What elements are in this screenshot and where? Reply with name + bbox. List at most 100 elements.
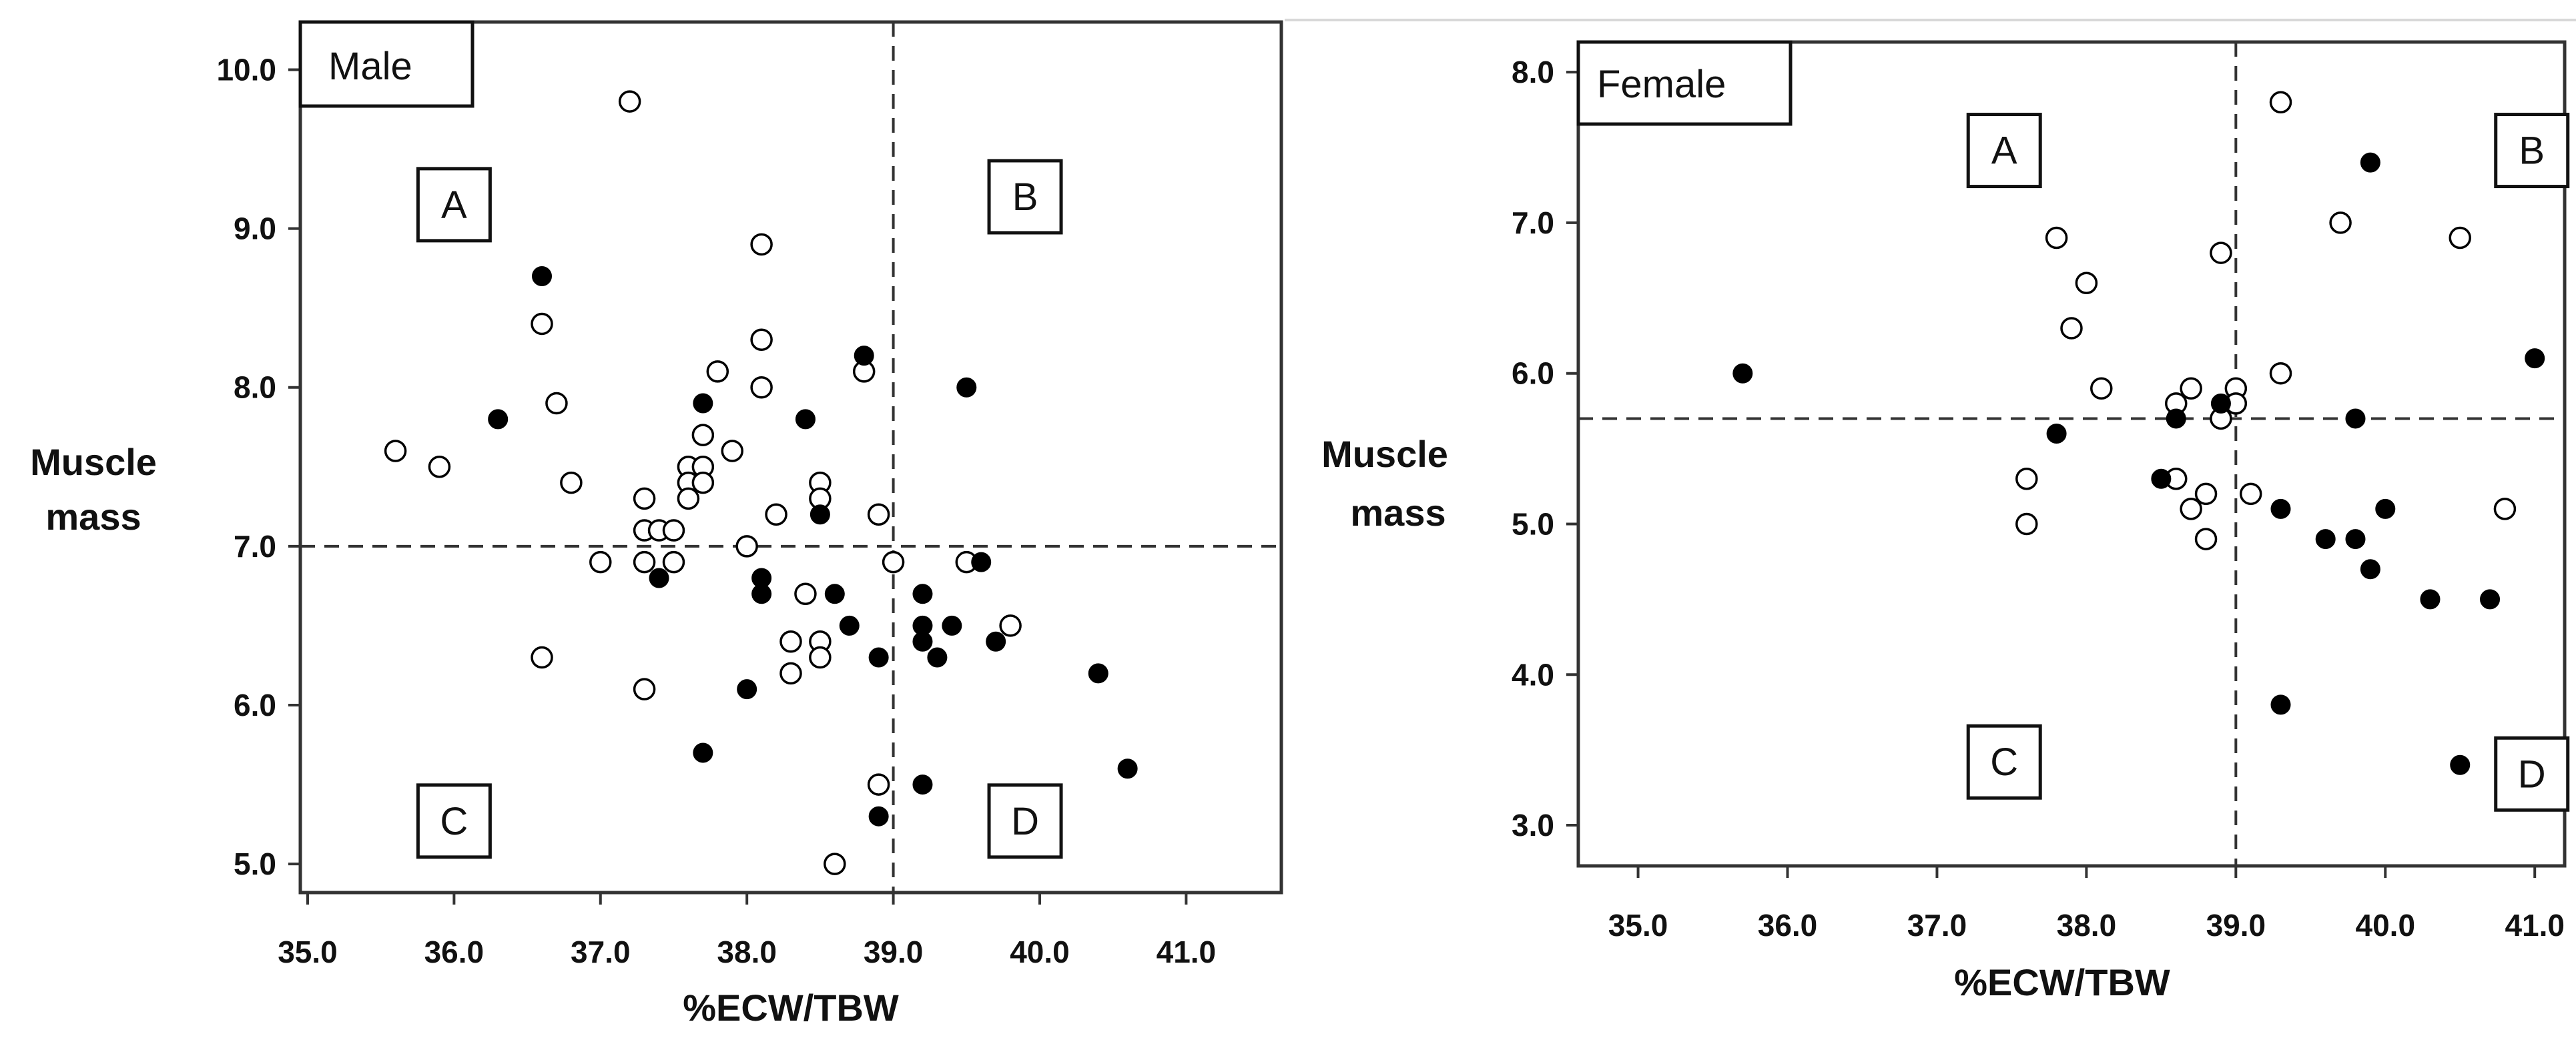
filled-point	[971, 552, 992, 572]
open-point	[2329, 211, 2352, 234]
open-point	[545, 392, 568, 415]
y-axis-label-line-1: Muscle	[30, 441, 157, 483]
data-points	[1732, 91, 2545, 775]
quadrant-label-box	[2494, 113, 2570, 189]
x-tick-label: 35.0	[1608, 908, 1668, 943]
filled-point	[2270, 694, 2291, 715]
quadrant-label-box	[987, 159, 1063, 235]
open-point	[750, 233, 773, 256]
y-tick-label: 6.0	[234, 688, 276, 722]
quadrant-label-box	[2494, 736, 2570, 812]
open-point	[779, 662, 802, 685]
x-tick-label: 38.0	[2057, 908, 2117, 943]
quadrant-label: D	[2518, 752, 2546, 796]
filled-point	[854, 346, 874, 366]
y-tick-label: 7.0	[234, 529, 276, 564]
x-tick-label: 37.0	[571, 935, 631, 969]
panel-label-box: Male	[298, 20, 474, 108]
x-tick-label: 35.0	[278, 935, 338, 969]
open-point	[735, 535, 758, 558]
y-tick-label: 8.0	[234, 370, 276, 405]
x-tick-label: 39.0	[864, 935, 924, 969]
quadrant-label: B	[2519, 129, 2545, 173]
open-point	[618, 90, 641, 113]
x-tick-label: 40.0	[2356, 908, 2416, 943]
open-point	[2180, 377, 2202, 400]
open-point	[531, 312, 553, 336]
x-tick-label: 41.0	[1157, 935, 1217, 969]
filled-point	[868, 647, 889, 668]
open-point	[428, 456, 451, 478]
open-point	[721, 440, 743, 462]
filled-point	[868, 806, 889, 827]
filled-point	[2450, 754, 2471, 775]
quadrant-label: C	[1990, 740, 2018, 784]
open-point	[750, 376, 773, 399]
reference-lines	[300, 22, 1281, 893]
filled-point	[2210, 393, 2231, 414]
open-point	[2090, 377, 2113, 400]
x-tick-label: 39.0	[2206, 908, 2266, 943]
filled-point	[488, 409, 509, 430]
filled-point	[795, 409, 816, 430]
filled-point	[942, 615, 962, 636]
x-axis-label: %ECW/TBW	[1954, 961, 2170, 1003]
open-point	[2180, 498, 2202, 520]
plot-frame	[1576, 40, 2567, 868]
filled-point	[693, 393, 713, 414]
panel-label: Male	[328, 45, 412, 88]
open-point	[999, 614, 1022, 637]
filled-point	[2166, 408, 2186, 429]
open-point	[750, 328, 773, 352]
open-point	[706, 360, 729, 383]
filled-point	[2315, 529, 2336, 550]
filled-point	[532, 266, 553, 287]
open-point	[779, 630, 802, 653]
axis-ticks: 35.0 36.0 37.0 38.0 39.0 40.0 41.0 3.0 4.0 5.0 6.0…	[1512, 55, 2565, 943]
data-points	[384, 90, 1138, 875]
open-point	[531, 646, 553, 669]
open-point	[662, 519, 685, 542]
filled-point	[839, 615, 860, 636]
y-tick-label: 8.0	[1512, 55, 1554, 89]
open-point	[633, 487, 656, 510]
quadrant-label-box	[416, 167, 492, 243]
open-point	[691, 471, 715, 494]
open-point	[2449, 226, 2471, 249]
filled-point	[2525, 348, 2545, 369]
quadrant-label: D	[1011, 800, 1039, 843]
y-tick-label: 5.0	[1512, 506, 1554, 541]
filled-point	[810, 504, 830, 525]
open-point	[2269, 91, 2292, 114]
open-point	[691, 424, 715, 446]
open-point	[560, 471, 583, 494]
open-point	[809, 646, 832, 669]
quadrant-labels: A B C D	[1966, 113, 2570, 812]
open-point	[633, 550, 656, 574]
filled-point	[693, 742, 713, 763]
filled-point	[649, 568, 669, 588]
filled-point	[912, 584, 933, 604]
filled-point	[2375, 498, 2396, 519]
filled-point	[2345, 408, 2366, 429]
panel-label-frame	[298, 20, 474, 108]
filled-point	[1088, 663, 1108, 684]
open-point	[2194, 528, 2218, 550]
filled-point	[1117, 758, 1138, 779]
reference-lines	[1578, 42, 2565, 866]
filled-point	[2360, 559, 2380, 580]
y-tick-label: 4.0	[1512, 657, 1554, 692]
x-tick-label: 41.0	[2505, 908, 2565, 943]
panel-label: Female	[1597, 63, 1726, 106]
filled-point	[2270, 498, 2291, 519]
y-tick-label: 5.0	[234, 847, 276, 881]
open-point	[662, 550, 685, 574]
open-point	[882, 550, 905, 574]
filled-point	[1732, 363, 1753, 384]
filled-point	[912, 631, 933, 652]
open-point	[2269, 362, 2292, 385]
quadrant-label-box	[416, 783, 492, 859]
filled-point	[2420, 589, 2441, 610]
quadrant-label-box	[1966, 113, 2042, 189]
y-tick-label: 9.0	[234, 211, 276, 246]
